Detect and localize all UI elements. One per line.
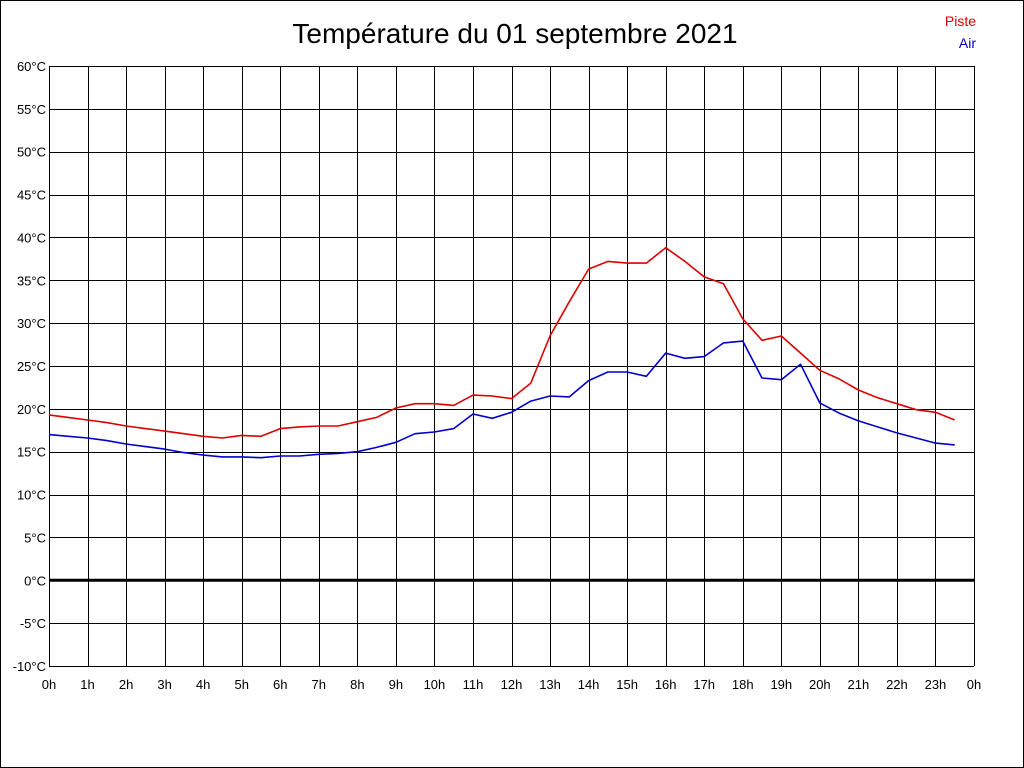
x-tick-label: 0h	[967, 677, 981, 692]
y-tick-label: 10°C	[17, 488, 46, 503]
x-tick-label: 17h	[693, 677, 715, 692]
y-tick-label: 35°C	[17, 273, 46, 288]
y-tick-label: 40°C	[17, 230, 46, 245]
y-tick-label: 50°C	[17, 145, 46, 160]
x-tick-label: 4h	[196, 677, 210, 692]
y-tick-label: -5°C	[20, 616, 46, 631]
y-tick-label: 0°C	[24, 573, 46, 588]
x-tick-label: 14h	[578, 677, 600, 692]
x-tick-label: 13h	[539, 677, 561, 692]
legend-piste: Piste	[944, 13, 976, 29]
x-tick-label: 7h	[312, 677, 326, 692]
legend-air: Air	[958, 35, 976, 51]
y-tick-label: -10°C	[13, 659, 46, 674]
x-tick-label: 15h	[616, 677, 638, 692]
x-tick-label: 22h	[886, 677, 908, 692]
chart-title: Température du 01 septembre 2021	[292, 18, 738, 49]
x-tick-label: 6h	[273, 677, 287, 692]
series-line-piste	[48, 246, 955, 439]
x-tick-label: 21h	[848, 677, 870, 692]
y-tick-label: 60°C	[17, 59, 46, 74]
y-tick-label: 55°C	[17, 102, 46, 117]
x-tick-label: 12h	[501, 677, 523, 692]
x-tick-label: 3h	[157, 677, 171, 692]
x-tick-label: 16h	[655, 677, 677, 692]
x-tick-label: 2h	[119, 677, 133, 692]
x-tick-label: 9h	[389, 677, 403, 692]
x-tick-label: 8h	[350, 677, 364, 692]
y-tick-label: 15°C	[17, 445, 46, 460]
x-tick-label: 23h	[925, 677, 947, 692]
x-tick-label: 5h	[234, 677, 248, 692]
x-tick-label: 20h	[809, 677, 831, 692]
x-tick-label: 10h	[424, 677, 446, 692]
x-tick-label: 0h	[42, 677, 56, 692]
y-tick-label: 30°C	[17, 316, 46, 331]
y-tick-label: 20°C	[17, 402, 46, 417]
x-tick-labels: 0h 1h 2h 3h 4h 5h 6h 7h 8h 9h 10h 11h 12h 13h 14h 15h 16…	[42, 677, 981, 692]
x-tick-label: 19h	[770, 677, 792, 692]
y-tick-labels: -10°C -5°C 0°C 5°C 10°C 15°C 20°C 25°C 30°C 35°C 4…	[13, 59, 46, 674]
y-tick-label: 5°C	[24, 530, 46, 545]
series-layer	[48, 246, 955, 459]
x-tick-label: 18h	[732, 677, 754, 692]
x-tick-label: 1h	[80, 677, 94, 692]
series-line-air	[48, 340, 955, 459]
y-tick-label: 45°C	[17, 188, 46, 203]
x-tick-label: 11h	[463, 677, 484, 692]
y-tick-label: 25°C	[17, 359, 46, 374]
grid	[49, 66, 975, 667]
